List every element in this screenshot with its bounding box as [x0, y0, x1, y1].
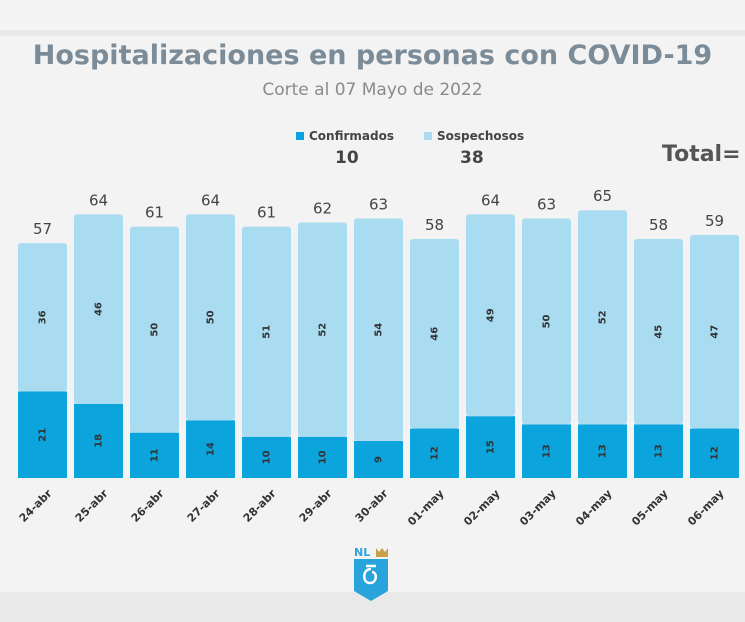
bar-confirmados [634, 424, 683, 478]
nl-logo: NL [352, 545, 390, 603]
data-label: 46 [94, 302, 105, 316]
data-label: 52 [318, 323, 329, 337]
legend-label: Sospechosos [437, 129, 525, 143]
bar-confirmados [578, 424, 627, 478]
total-label: 63 [369, 195, 388, 213]
data-label: 14 [206, 442, 217, 456]
legend-value-confirmados: 10 [335, 148, 359, 168]
total-label: 61 [257, 204, 276, 222]
data-label: 12 [710, 446, 721, 460]
total-label: 64 [89, 191, 108, 209]
x-tick-label: 27-abr [185, 487, 223, 525]
total-label: 64 [481, 191, 500, 209]
bar-sospechosos [186, 214, 235, 421]
total-label: 58 [425, 216, 444, 234]
bar-confirmados [242, 436, 291, 478]
data-label: 50 [150, 323, 161, 337]
data-label: 10 [318, 450, 329, 464]
x-tick-label: 26-abr [129, 487, 167, 525]
svg-text:NL: NL [354, 546, 370, 559]
bar-sospechosos [18, 243, 67, 392]
bar-sospechosos [410, 239, 459, 429]
data-label: 50 [542, 314, 553, 328]
bar-sospechosos [522, 218, 571, 425]
total-label: 57 [33, 220, 52, 238]
x-tick-label: 25-abr [73, 487, 111, 525]
bar-confirmados [130, 432, 179, 478]
bar-sospechosos [298, 222, 347, 437]
total-label: Total= [662, 142, 741, 167]
data-label: 18 [94, 434, 105, 448]
data-label: 15 [486, 440, 497, 454]
chart-title: Hospitalizaciones en personas con COVID-… [32, 40, 713, 71]
bar-confirmados [74, 403, 123, 478]
data-label: 50 [206, 310, 217, 324]
bar-confirmados [466, 416, 515, 478]
total-label: 63 [537, 195, 556, 213]
data-label: 13 [542, 444, 553, 458]
data-label: 13 [598, 444, 609, 458]
bar-sospechosos [578, 210, 627, 425]
data-label: 9 [374, 456, 385, 463]
x-tick-label: 04-may [573, 487, 614, 528]
data-label: 49 [486, 308, 497, 322]
legend-swatch-sospechosos [424, 132, 432, 140]
data-label: 46 [430, 327, 441, 341]
total-label: 59 [705, 212, 724, 230]
bar-sospechosos [690, 234, 739, 429]
legend-sospechosos: Sospechosos [424, 129, 524, 143]
bar-confirmados [522, 424, 571, 478]
legend-label: Confirmados [309, 129, 394, 143]
x-tick-label: 30-abr [353, 487, 391, 525]
bar-sospechosos [130, 226, 179, 433]
bar-confirmados [18, 391, 67, 478]
x-tick-label: 05-may [629, 487, 670, 528]
total-label: 58 [649, 216, 668, 234]
data-label: 52 [598, 310, 609, 324]
legend-value-sospechosos: 38 [460, 148, 484, 168]
total-label: 61 [145, 204, 164, 222]
bar-confirmados [690, 428, 739, 478]
data-label: 21 [38, 428, 49, 442]
data-label: 45 [654, 325, 665, 339]
data-label: 12 [430, 446, 441, 460]
bar-sospechosos [242, 226, 291, 437]
bar-sospechosos [354, 218, 403, 441]
bar-sospechosos [634, 239, 683, 425]
bar-confirmados [410, 428, 459, 478]
chart-subtitle: Corte al 07 Mayo de 2022 [262, 80, 483, 100]
x-tick-label: 03-may [517, 487, 558, 528]
total-label: 65 [593, 187, 612, 205]
total-label: 62 [313, 200, 332, 218]
bar-confirmados [298, 436, 347, 478]
total-label: 64 [201, 191, 220, 209]
top-bar [0, 0, 745, 30]
data-label: 36 [38, 310, 49, 324]
legend-confirmados: Confirmados [296, 129, 394, 143]
bar-confirmados [354, 440, 403, 478]
data-label: 11 [150, 448, 161, 462]
x-tick-label: 29-abr [297, 487, 335, 525]
x-tick-label: 06-may [685, 487, 726, 528]
data-label: 47 [710, 325, 721, 339]
x-tick-label: 24-abr [17, 487, 55, 525]
legend-swatch-confirmados [296, 132, 304, 140]
data-label: 54 [374, 323, 385, 337]
x-tick-label: 28-abr [241, 487, 279, 525]
x-tick-label: 01-may [405, 487, 446, 528]
data-label: 51 [262, 325, 273, 339]
bar-sospechosos [466, 214, 515, 417]
bar-confirmados [186, 420, 235, 478]
bar-sospechosos [74, 214, 123, 404]
data-label: 10 [262, 450, 273, 464]
data-label: 13 [654, 444, 665, 458]
x-tick-label: 02-may [461, 487, 502, 528]
